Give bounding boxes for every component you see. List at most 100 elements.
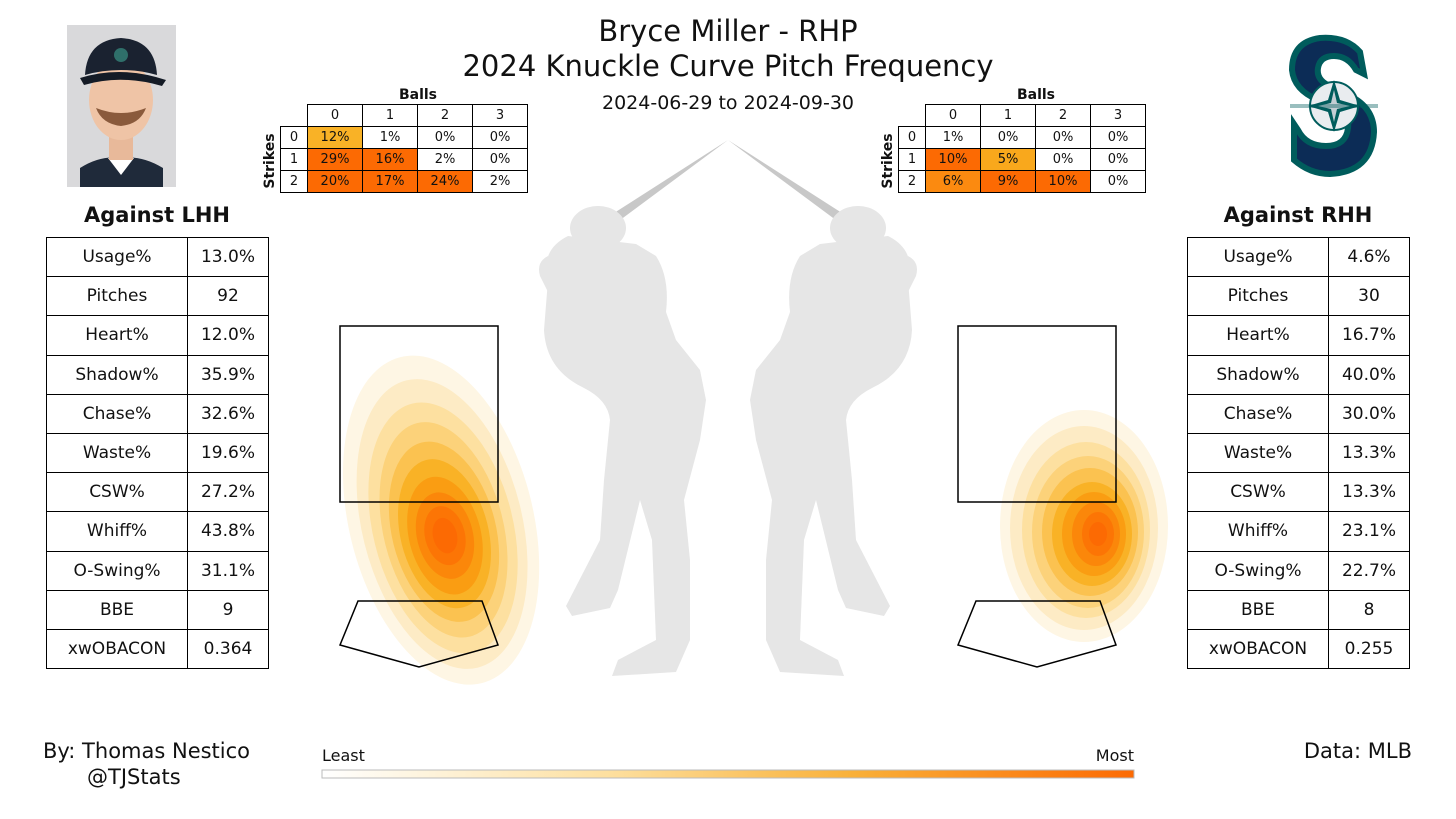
- stat-value: 27.2%: [187, 472, 269, 513]
- balls-header: 1: [980, 104, 1036, 127]
- lhh-balls-label: Balls: [398, 87, 438, 103]
- count-cell: 0%: [1035, 126, 1091, 149]
- count-cell: 1%: [362, 126, 418, 149]
- count-cell: 0%: [1090, 170, 1146, 193]
- stat-row: Pitches 92: [46, 276, 269, 317]
- stat-value: 23.1%: [1328, 511, 1410, 552]
- stat-value: 8: [1328, 589, 1410, 630]
- count-cell: 29%: [307, 148, 363, 171]
- stat-row: Whiff% 23.1%: [1187, 511, 1410, 552]
- stat-label: Usage%: [1187, 236, 1329, 278]
- data-source: Data: MLB: [1303, 739, 1412, 763]
- author-credit: By: Thomas Nestico: [43, 739, 251, 763]
- stat-label: xwOBACON: [46, 628, 188, 670]
- stat-row: Shadow% 35.9%: [46, 354, 269, 395]
- balls-header: 0: [307, 104, 363, 127]
- stat-row: BBE 9: [46, 589, 269, 630]
- strikes-header: 2: [280, 170, 308, 193]
- stat-value: 13.3%: [1328, 472, 1410, 513]
- rhh-strike-zone: [957, 325, 1117, 503]
- count-cell: 0%: [417, 126, 473, 149]
- strikes-header: 0: [280, 126, 308, 149]
- balls-header: 0: [925, 104, 981, 127]
- lhh-title: Against LHH: [84, 203, 230, 227]
- strikes-header: 1: [898, 148, 926, 171]
- stat-label: Waste%: [1187, 432, 1329, 474]
- stat-value: 19.6%: [187, 432, 269, 474]
- count-corner: [899, 105, 926, 127]
- stat-label: Waste%: [46, 432, 188, 474]
- balls-header: 3: [1090, 104, 1146, 127]
- stat-value: 43.8%: [187, 511, 269, 552]
- count-cell: 17%: [362, 170, 418, 193]
- stat-value: 12.0%: [187, 315, 269, 356]
- stat-row: CSW% 13.3%: [1187, 472, 1410, 513]
- stat-row: Waste% 13.3%: [1187, 432, 1410, 474]
- stat-label: CSW%: [1187, 472, 1329, 513]
- stat-label: Shadow%: [1187, 354, 1329, 395]
- count-cell: 10%: [925, 148, 981, 171]
- balls-header: 1: [362, 104, 418, 127]
- strikes-header: 0: [898, 126, 926, 149]
- stat-row: Chase% 30.0%: [1187, 393, 1410, 434]
- count-cell: 0%: [472, 126, 528, 149]
- stat-value: 32.6%: [187, 393, 269, 434]
- lhh-strikes-label: Strikes: [262, 133, 278, 189]
- count-row: 1 10% 5% 0% 0%: [898, 148, 1146, 171]
- balls-header: 3: [472, 104, 528, 127]
- count-row: 1 29% 16% 2% 0%: [280, 148, 528, 171]
- stat-label: O-Swing%: [1187, 550, 1329, 591]
- stat-label: Heart%: [1187, 315, 1329, 356]
- stat-label: xwOBACON: [1187, 628, 1329, 670]
- stat-row: xwOBACON 0.255: [1187, 628, 1410, 670]
- stat-label: Shadow%: [46, 354, 188, 395]
- stat-row: BBE 8: [1187, 589, 1410, 630]
- author-handle: @TJStats: [87, 765, 181, 789]
- rhh-count-table: 0 1 2 3 0 1% 0% 0% 0% 1 10% 5% 0% 0% 2 6% 9% 10% 0%: [898, 104, 1146, 193]
- stat-label: O-Swing%: [46, 550, 188, 591]
- stat-label: Pitches: [46, 276, 188, 317]
- strikes-header: 2: [898, 170, 926, 193]
- stat-value: 13.0%: [187, 236, 269, 278]
- chart-title-line1: Bryce Miller - RHP: [598, 14, 858, 48]
- stat-value: 31.1%: [187, 550, 269, 591]
- rhh-pitch-density: [1000, 410, 1168, 642]
- stat-value: 4.6%: [1328, 236, 1410, 278]
- stat-value: 92: [187, 276, 269, 317]
- stat-value: 13.3%: [1328, 432, 1410, 474]
- lhh-batter-silhouette: [539, 140, 728, 676]
- rhh-stats-table: Usage% 4.6% Pitches 30 Heart% 16.7% Shadow% 40.…: [1187, 236, 1410, 670]
- density-level: [432, 517, 458, 554]
- count-cell: 10%: [1035, 170, 1091, 193]
- stat-label: Usage%: [46, 236, 188, 278]
- count-row: 2 20% 17% 24% 2%: [280, 170, 528, 193]
- stat-value: 16.7%: [1328, 315, 1410, 356]
- lhh-pitch-density: [343, 355, 540, 685]
- stat-value: 35.9%: [187, 354, 269, 395]
- seattle-mariners-logo: [1288, 34, 1378, 178]
- stat-row: Chase% 32.6%: [46, 393, 269, 434]
- lhh-count-table: 0 1 2 3 0 12% 1% 0% 0% 1 29% 16% 2% 0% 2 20% 17% 24% 2%: [280, 104, 528, 193]
- stat-row: Shadow% 40.0%: [1187, 354, 1410, 395]
- stat-row: Waste% 19.6%: [46, 432, 269, 474]
- count-cell: 9%: [980, 170, 1036, 193]
- stat-row: Whiff% 43.8%: [46, 511, 269, 552]
- count-corner: [281, 105, 308, 127]
- stat-row: Usage% 4.6%: [1187, 236, 1410, 278]
- density-level: [1089, 522, 1107, 546]
- count-cell: 0%: [1090, 126, 1146, 149]
- stat-row: xwOBACON 0.364: [46, 628, 269, 670]
- count-cell: 12%: [307, 126, 363, 149]
- stat-label: Whiff%: [1187, 511, 1329, 552]
- stat-row: Usage% 13.0%: [46, 236, 269, 278]
- count-row: 0 12% 1% 0% 0%: [280, 126, 528, 149]
- stat-row: Heart% 16.7%: [1187, 315, 1410, 356]
- strikes-header: 1: [280, 148, 308, 171]
- stat-value: 30: [1328, 276, 1410, 317]
- count-cell: 2%: [417, 148, 473, 171]
- count-cell: 20%: [307, 170, 363, 193]
- lhh-stats-table: Usage% 13.0% Pitches 92 Heart% 12.0% Shadow% 35…: [46, 236, 269, 670]
- rhh-strikes-label: Strikes: [880, 133, 896, 189]
